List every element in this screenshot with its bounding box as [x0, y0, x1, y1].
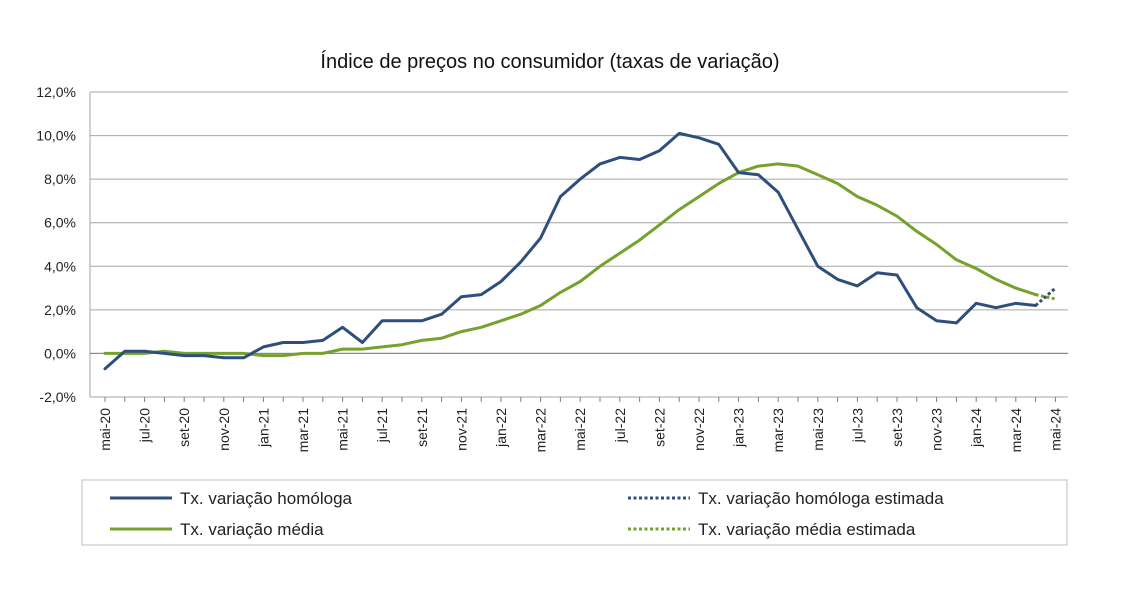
legend-box	[81, 479, 1068, 546]
x-tick-label: jan-22	[493, 408, 509, 448]
legend-label: Tx. variação média estimada	[698, 520, 916, 539]
series-line-2	[1034, 286, 1057, 307]
x-tick-label: jul-20	[137, 408, 153, 443]
x-tick-label: nov-20	[216, 408, 232, 451]
y-tick-label: 4,0%	[44, 258, 76, 274]
x-tick-label: jul-22	[612, 408, 628, 443]
x-tick-label: jul-21	[374, 408, 390, 443]
y-tick-label: 8,0%	[44, 171, 76, 187]
series-line-3	[103, 162, 1038, 358]
x-tick-label: nov-22	[691, 408, 707, 451]
x-tick-label: mar-21	[295, 408, 311, 453]
y-tick-label: -2,0%	[39, 389, 76, 405]
x-tick-label: mai-24	[1047, 408, 1063, 451]
x-tick-label: jul-23	[849, 408, 865, 443]
x-tick-label: set-23	[889, 408, 905, 447]
grid	[90, 91, 1068, 398]
x-tick-label: jan-24	[968, 408, 984, 448]
x-tick-label: mai-21	[335, 408, 351, 451]
y-tick-label: 2,0%	[44, 302, 76, 318]
legend-label: Tx. variação homóloga estimada	[698, 489, 944, 508]
chart-title: Índice de preços no consumidor (taxas de…	[320, 50, 779, 73]
y-tick-label: 12,0%	[36, 84, 76, 100]
x-tick-label: mai-20	[97, 408, 113, 451]
x-tick-label: mar-23	[770, 408, 786, 453]
y-tick-label: 10,0%	[36, 128, 76, 144]
x-tick-label: mar-24	[1008, 408, 1024, 453]
legend-label: Tx. variação média	[180, 520, 324, 539]
series-line-1	[103, 131, 1038, 371]
series-line-4	[1035, 293, 1056, 301]
x-tick-label: set-20	[176, 408, 192, 447]
legend: Tx. variação homóloga Tx. variação homólo…	[81, 479, 1068, 546]
x-tick-label: set-22	[651, 408, 667, 447]
legend-label: Tx. variação homóloga	[180, 489, 353, 508]
x-tick-label: set-21	[414, 408, 430, 447]
x-tick-label: jan-23	[731, 408, 747, 448]
x-tick-label: mar-22	[533, 408, 549, 453]
x-tick-label: nov-23	[929, 408, 945, 451]
x-tick-label: jan-21	[255, 408, 271, 448]
y-axis: -2,0% 0,0% 2,0% 4,0% 6,0% 8,0% 10,0% 12,0%	[36, 84, 91, 405]
y-tick-label: 6,0%	[44, 215, 76, 231]
y-tick-label: 0,0%	[44, 345, 76, 361]
x-tick-label: mai-22	[572, 408, 588, 451]
series-layer	[103, 131, 1057, 371]
x-tick-label: mai-23	[810, 408, 826, 451]
x-axis: mai-20 jul-20 set-20 nov-20 jan-21 mar-21 mai-…	[90, 352, 1068, 453]
x-tick-label: nov-21	[453, 408, 469, 451]
